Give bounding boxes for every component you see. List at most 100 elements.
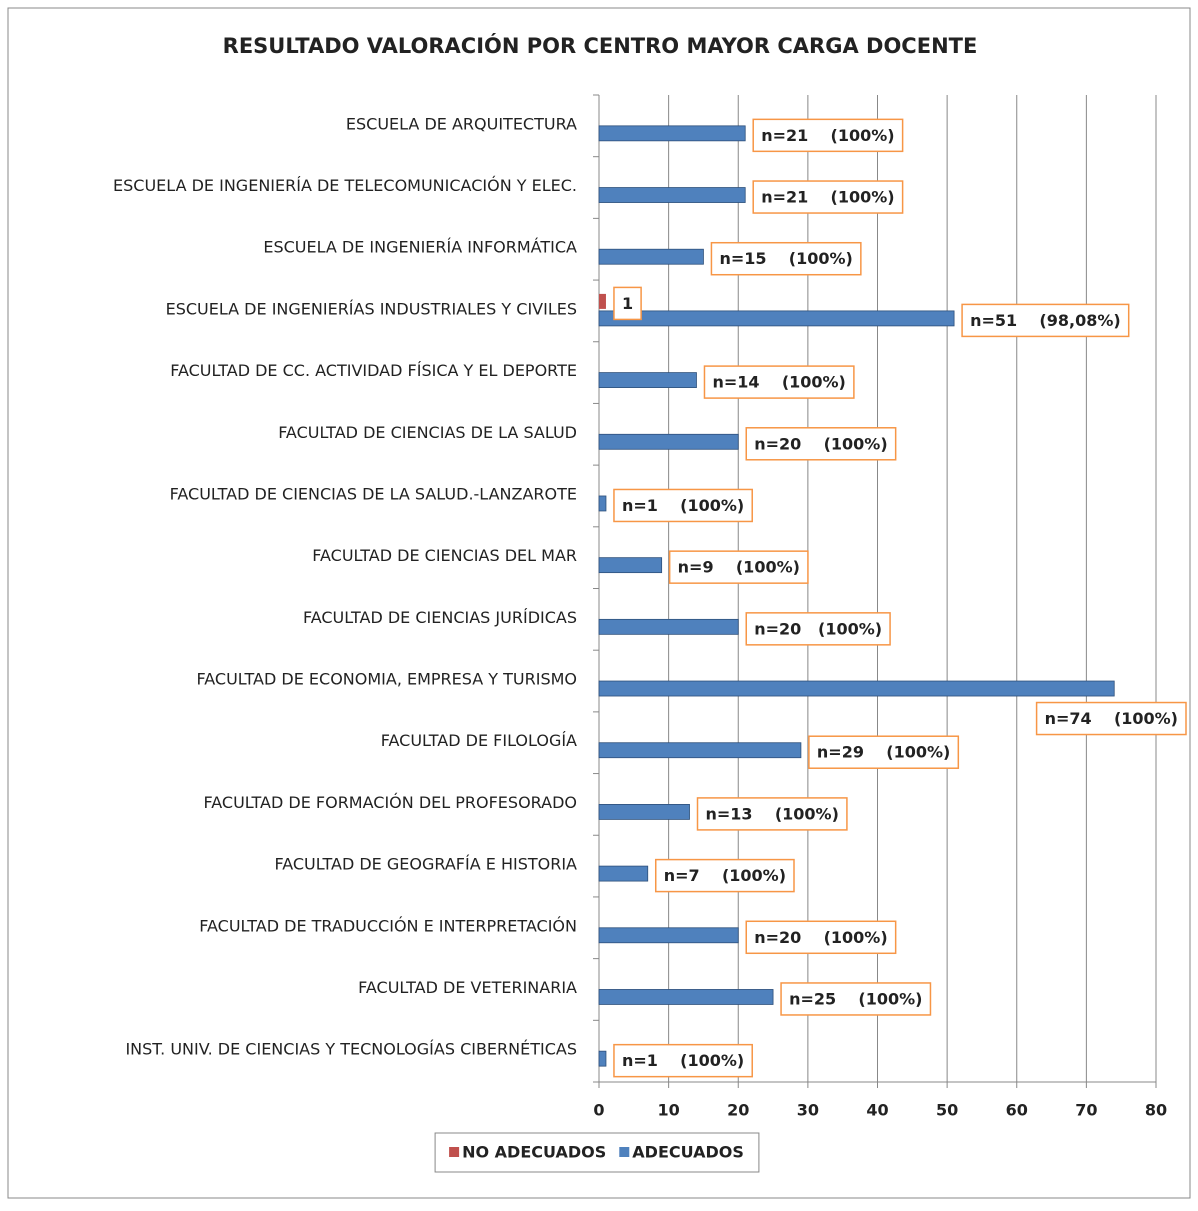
bar	[598, 927, 739, 944]
y-tick-label: FACULTAD DE CIENCIAS DE LA SALUD	[278, 423, 577, 442]
bar	[598, 372, 697, 388]
legend: NO ADECUADOS ADECUADOS	[434, 1132, 760, 1173]
data-label: n=15 (100%)	[719, 249, 852, 268]
y-tick-label: FACULTAD DE CIENCIAS DE LA SALUD.-LANZAR…	[170, 484, 577, 503]
data-label-group: n=1 (100%)	[613, 488, 753, 523]
data-label: n=7 (100%)	[664, 866, 786, 885]
y-tick-label: FACULTAD DE CIENCIAS JURÍDICAS	[303, 608, 577, 627]
data-label-group: n=20 (100%)	[745, 427, 897, 461]
data-label: n=1 (100%)	[622, 1051, 744, 1070]
data-label-group: n=15 (100%)	[710, 241, 862, 276]
y-tick-label: ESCUELA DE INGENIERÍA DE TELECOMUNICACIÓ…	[113, 176, 577, 195]
data-label-group: n=25 (100%)	[780, 982, 932, 1016]
y-tick-label: FACULTAD DE FORMACIÓN DEL PROFESORADO	[204, 793, 578, 812]
data-label-box	[703, 365, 855, 399]
data-label-box	[668, 550, 809, 584]
data-label: n=9 (100%)	[678, 558, 800, 577]
bar	[598, 187, 746, 203]
data-label: n=20 (100%)	[754, 434, 887, 453]
data-label-box	[745, 920, 897, 955]
bar	[598, 618, 739, 635]
data-label: n=1 (100%)	[622, 496, 744, 515]
data-label: n=13 (100%)	[706, 804, 839, 823]
data-label-group: n=7 (100%)	[654, 858, 795, 893]
data-label-box	[710, 241, 862, 276]
x-tick-label: 40	[866, 1101, 888, 1120]
x-tick-label: 30	[797, 1101, 819, 1120]
data-label: n=20 (100%)	[754, 619, 882, 638]
x-tick-label: 60	[1006, 1101, 1028, 1120]
data-label-box	[654, 858, 795, 893]
y-tick-label: FACULTAD DE GEOGRAFÍA E HISTORIA	[274, 855, 577, 874]
bar	[598, 125, 746, 142]
y-tick-label: ESCUELA DE ARQUITECTURA	[346, 114, 577, 133]
bar	[598, 310, 955, 327]
data-label: n=25 (100%)	[789, 989, 922, 1008]
x-tick-label: 10	[657, 1101, 679, 1120]
bar	[598, 804, 690, 820]
data-label-box	[613, 1043, 753, 1078]
y-tick-label: FACULTAD DE ECONOMIA, EMPRESA Y TURISMO	[197, 670, 577, 689]
x-tick-label: 20	[727, 1101, 749, 1120]
data-label: n=21 (100%)	[761, 188, 894, 207]
data-label-box	[752, 180, 904, 214]
x-tick-label: 80	[1145, 1101, 1167, 1120]
bar	[598, 248, 704, 265]
data-label-box	[780, 982, 932, 1016]
data-label-box	[745, 427, 897, 461]
data-label-group: n=9 (100%)	[668, 550, 809, 584]
bar	[598, 557, 663, 574]
x-tick-label: 50	[936, 1101, 958, 1120]
chart-title: RESULTADO VALORACIÓN POR CENTRO MAYOR CA…	[223, 33, 978, 58]
data-label: n=51 (98,08%)	[970, 311, 1121, 330]
data-label-group: n=51 (98,08%)	[961, 303, 1130, 338]
bar	[598, 742, 802, 759]
data-label-group: n=20 (100%)	[745, 612, 891, 646]
y-tick-label: ESCUELA DE INGENIERÍAS INDUSTRIALES Y CI…	[166, 299, 577, 318]
y-tick-label: ESCUELA DE INGENIERÍA INFORMÁTICA	[263, 238, 577, 257]
data-label-box	[808, 735, 960, 769]
data-label-box	[752, 118, 904, 153]
y-tick-label: FACULTAD DE CC. ACTIVIDAD FÍSICA Y EL DE…	[170, 361, 577, 380]
data-label: n=74 (100%)	[1045, 709, 1178, 728]
data-label-box	[613, 286, 642, 321]
data-label-box	[613, 488, 753, 523]
y-tick-label: FACULTAD DE CIENCIAS DEL MAR	[312, 546, 577, 565]
x-tick-label: 70	[1075, 1101, 1097, 1120]
data-label-box	[1035, 701, 1187, 736]
data-label-group: n=1 (100%)	[613, 1043, 753, 1078]
legend-swatch	[619, 1147, 630, 1157]
data-label-group: n=74 (100%)	[1035, 701, 1187, 736]
y-tick-label: INST. UNIV. DE CIENCIAS Y TECNOLOGÍAS CI…	[125, 1040, 577, 1059]
legend-box	[434, 1132, 760, 1173]
data-label: 1	[622, 294, 633, 313]
data-label: n=14 (100%)	[712, 373, 845, 392]
data-label-group: n=21 (100%)	[752, 118, 904, 153]
x-tick-label: 0	[593, 1101, 604, 1120]
legend-label: ADECUADOS	[632, 1143, 744, 1162]
data-label-group: n=21 (100%)	[752, 180, 904, 214]
data-label-group: 1	[613, 286, 642, 321]
data-label-box	[961, 303, 1130, 338]
bar	[598, 865, 649, 882]
bar	[598, 1050, 607, 1067]
legend-swatch	[449, 1147, 460, 1157]
data-label-group: n=13 (100%)	[696, 797, 848, 831]
y-tick-label: FACULTAD DE FILOLOGÍA	[381, 731, 577, 750]
bar	[599, 293, 606, 309]
data-label: n=29 (100%)	[817, 743, 950, 762]
data-label-group: n=14 (100%)	[703, 365, 855, 399]
legend-label: NO ADECUADOS	[462, 1143, 606, 1162]
data-label: n=21 (100%)	[761, 126, 894, 145]
data-label-group: n=20 (100%)	[745, 920, 897, 955]
data-label-box	[696, 797, 848, 831]
bar	[598, 495, 607, 512]
data-label: n=20 (100%)	[754, 928, 887, 947]
data-label-group: n=29 (100%)	[808, 735, 960, 769]
bar	[598, 989, 774, 1005]
bar	[598, 433, 739, 450]
y-tick-label: FACULTAD DE TRADUCCIÓN E INTERPRETACIÓN	[199, 916, 577, 935]
data-label-box	[745, 612, 891, 646]
y-tick-label: FACULTAD DE VETERINARIA	[358, 978, 577, 997]
